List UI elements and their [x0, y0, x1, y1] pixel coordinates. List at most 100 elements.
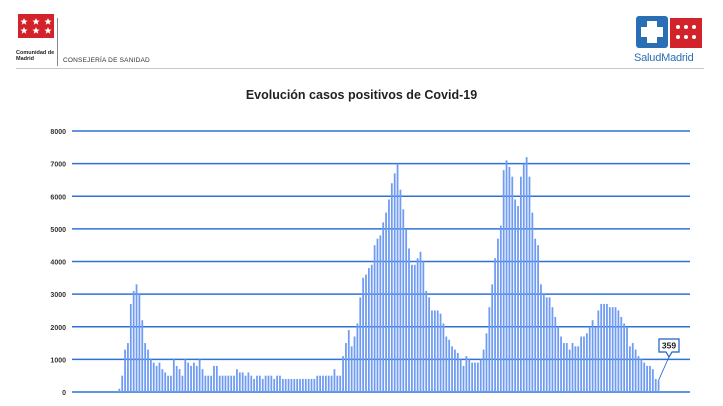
- bar: [560, 336, 562, 392]
- bar: [488, 307, 491, 392]
- bar: [514, 199, 517, 392]
- bar: [333, 369, 336, 392]
- bar: [172, 359, 175, 392]
- bar: [267, 375, 270, 392]
- salud-madrid-logo: SaludMadrid: [634, 16, 706, 66]
- bar: [405, 228, 408, 392]
- bar: [276, 375, 278, 392]
- page-header: Comunidad de Madrid CONSEJERÍA DE SANIDA…: [0, 0, 723, 70]
- bar: [347, 330, 350, 392]
- bar: [256, 375, 258, 392]
- bar: [416, 258, 419, 392]
- bar: [580, 336, 583, 392]
- bar: [540, 284, 542, 392]
- bar: [531, 212, 534, 392]
- bar: [537, 245, 539, 392]
- bar: [542, 294, 545, 392]
- bar: [588, 326, 591, 392]
- bar: [497, 238, 499, 392]
- bar: [187, 362, 190, 392]
- bar: [620, 316, 623, 392]
- bar: [626, 326, 628, 392]
- bar: [436, 310, 439, 392]
- bar: [456, 352, 459, 392]
- bar: [345, 343, 347, 392]
- bar: [287, 378, 290, 392]
- bar: [356, 323, 359, 392]
- bar: [367, 268, 370, 392]
- bar: [144, 343, 147, 392]
- bar: [324, 375, 327, 392]
- bar: [600, 303, 603, 392]
- y-tick-label: 3000: [50, 292, 66, 299]
- bar: [628, 346, 631, 392]
- bar: [264, 375, 267, 392]
- bar: [445, 336, 448, 392]
- bar: [230, 375, 233, 392]
- bar: [611, 307, 614, 392]
- bar: [568, 349, 571, 392]
- bar: [190, 365, 192, 392]
- bar: [551, 307, 554, 392]
- bar: [253, 378, 256, 392]
- y-tick-label: 7000: [50, 162, 66, 169]
- header-rule: [16, 68, 704, 69]
- department-name: CONSEJERÍA DE SANIDAD: [63, 57, 150, 64]
- bar: [218, 375, 221, 392]
- bar: [651, 369, 654, 392]
- bar: [147, 349, 149, 392]
- bar: [270, 375, 273, 392]
- bar: [221, 375, 224, 392]
- bar: [482, 349, 485, 392]
- bar: [382, 222, 385, 392]
- y-tick-label: 4000: [50, 260, 66, 267]
- y-tick-label: 5000: [50, 227, 66, 234]
- bar: [127, 343, 129, 392]
- bar: [396, 163, 399, 392]
- bar: [606, 303, 608, 392]
- bar: [193, 362, 195, 392]
- bar: [201, 369, 204, 392]
- bar: [279, 375, 281, 392]
- bar: [649, 365, 651, 392]
- header-divider: [57, 18, 58, 66]
- bar: [408, 248, 410, 392]
- bar: [247, 372, 250, 392]
- bar: [425, 290, 428, 392]
- bar: [167, 375, 169, 392]
- bar: [491, 284, 494, 392]
- bar: [393, 173, 396, 392]
- bar: [577, 346, 580, 392]
- bar: [284, 378, 287, 392]
- bar: [322, 375, 324, 392]
- bar: [534, 238, 537, 392]
- bar: [250, 375, 253, 392]
- bar: [365, 274, 367, 392]
- bar: [175, 365, 178, 392]
- bar: [474, 362, 476, 392]
- bar: [161, 369, 164, 392]
- y-tick-label: 2000: [50, 325, 66, 332]
- brand-name: SaludMadrid: [634, 52, 694, 64]
- bar: [339, 375, 342, 392]
- bar: [258, 375, 261, 392]
- bar: [399, 189, 402, 392]
- bar: [241, 372, 244, 392]
- bar: [439, 313, 442, 392]
- bar: [511, 176, 514, 392]
- bar: [557, 326, 560, 392]
- bar: [302, 378, 304, 392]
- bar: [614, 307, 617, 392]
- bar: [213, 365, 215, 392]
- bar: [411, 264, 413, 392]
- bar: [198, 359, 201, 392]
- bar: [316, 375, 319, 392]
- bar: [617, 310, 620, 392]
- bar: [631, 343, 634, 392]
- bar: [563, 343, 565, 392]
- bar: [327, 375, 330, 392]
- bar: [336, 375, 339, 392]
- bar: [451, 346, 453, 392]
- bar: [124, 349, 126, 392]
